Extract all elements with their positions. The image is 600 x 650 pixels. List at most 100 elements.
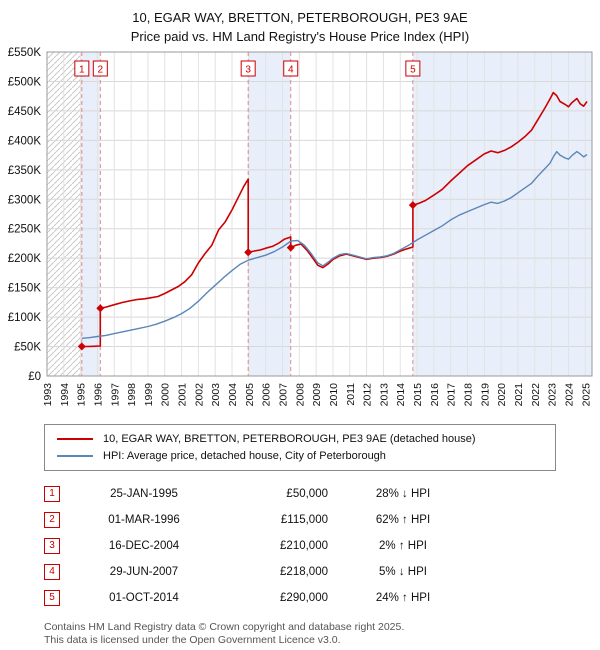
sale-price: £218,000 bbox=[280, 566, 328, 578]
y-axis-tick-label: £350K bbox=[8, 165, 42, 177]
legend-line-swatch bbox=[57, 454, 93, 457]
legend: 10, EGAR WAY, BRETTON, PETERBOROUGH, PE3… bbox=[44, 424, 556, 471]
x-axis-tick-label: 2015 bbox=[412, 383, 424, 407]
sale-date: 01-MAR-1996 bbox=[108, 514, 180, 526]
sale-table-row: 4 29-JUN-2007 £218,000 5% ↓ HPI bbox=[44, 559, 600, 585]
x-axis-tick-label: 2023 bbox=[547, 383, 559, 407]
y-axis-tick-label: £500K bbox=[8, 76, 42, 88]
sale-row-number-box: 2 bbox=[44, 512, 60, 528]
sale-row-number-box: 3 bbox=[44, 538, 60, 554]
footer-line-2: This data is licensed under the Open Gov… bbox=[44, 634, 341, 646]
price-history-chart: 1 2 3 4 5 £0 £50K £100K £150K £200K £250K £300K £350… bbox=[8, 47, 593, 407]
sale-number-label: 4 bbox=[288, 65, 294, 76]
y-axis-tick-label: £550K bbox=[8, 47, 42, 59]
sale-table-row: 3 16-DEC-2004 £210,000 2% ↑ HPI bbox=[44, 533, 600, 559]
no-data-hatch bbox=[47, 52, 82, 376]
sale-number-box bbox=[283, 60, 299, 77]
y-axis-tick-label: £0 bbox=[28, 371, 41, 383]
footer-line-1: Contains HM Land Registry data © Crown c… bbox=[44, 621, 405, 633]
legend-line-swatch bbox=[57, 437, 93, 440]
x-axis-tick-label: 1996 bbox=[92, 383, 104, 407]
sale-number-label: 1 bbox=[79, 65, 85, 76]
sale-row-number-box: 1 bbox=[44, 486, 60, 502]
sale-number-label: 2 bbox=[98, 65, 104, 76]
sale-number-box bbox=[92, 60, 108, 77]
x-axis-tick-label: 2010 bbox=[328, 383, 340, 407]
sale-number-box bbox=[405, 60, 421, 77]
sale-number-label: 5 bbox=[410, 65, 416, 76]
sale-point-diamond bbox=[286, 243, 295, 252]
page-title: 10, EGAR WAY, BRETTON, PETERBOROUGH, PE3… bbox=[132, 10, 468, 25]
x-axis-tick-label: 2009 bbox=[311, 383, 323, 407]
sale-number-label: 3 bbox=[245, 65, 251, 76]
x-axis-tick-label: 2020 bbox=[496, 383, 508, 407]
ownership-band bbox=[81, 52, 101, 376]
y-axis-tick-label: £200K bbox=[8, 253, 42, 265]
x-axis-tick-label: 2011 bbox=[345, 383, 357, 406]
y-axis-tick-label: £100K bbox=[8, 312, 42, 324]
x-axis-tick-label: 1999 bbox=[143, 383, 155, 407]
x-axis-tick-label: 2005 bbox=[244, 383, 256, 407]
x-axis-tick-label: 2022 bbox=[530, 383, 542, 407]
sale-point-diamond bbox=[408, 201, 417, 210]
x-axis-tick-label: 2006 bbox=[261, 383, 273, 407]
page-subtitle: Price paid vs. HM Land Registry's House … bbox=[130, 29, 470, 44]
sale-price: £115,000 bbox=[280, 514, 328, 526]
sale-table-row: 1 25-JAN-1995 £50,000 28% ↓ HPI bbox=[44, 481, 600, 507]
sale-price: £50,000 bbox=[286, 488, 328, 500]
sale-price: £290,000 bbox=[280, 592, 328, 604]
y-axis-tick-label: £150K bbox=[8, 283, 42, 295]
sale-date: 16-DEC-2004 bbox=[108, 540, 180, 552]
sale-row-number-box: 4 bbox=[44, 564, 60, 580]
sale-number-box bbox=[74, 60, 90, 77]
x-axis-tick-label: 1995 bbox=[76, 383, 88, 407]
y-axis-tick-label: £300K bbox=[8, 194, 42, 206]
x-axis-tick-label: 1998 bbox=[126, 383, 138, 407]
legend-label: HPI: Average price, detached house, City… bbox=[103, 449, 386, 462]
x-axis-tick-label: 1997 bbox=[109, 383, 121, 407]
sale-row-number-box: 5 bbox=[44, 590, 60, 606]
sale-point-diamond bbox=[77, 342, 86, 351]
ownership-band bbox=[412, 52, 592, 376]
x-axis-tick-label: 2001 bbox=[177, 383, 189, 407]
x-axis-tick-label: 2025 bbox=[580, 383, 592, 407]
x-axis-tick-label: 2016 bbox=[429, 383, 441, 407]
sale-table-row: 2 01-MAR-1996 £115,000 62% ↑ HPI bbox=[44, 507, 600, 533]
sales-table: 1 25-JAN-1995 £50,000 28% ↓ HPI 2 01-MAR-1996… bbox=[44, 481, 600, 611]
sale-date: 25-JAN-1995 bbox=[110, 488, 178, 500]
x-axis-tick-label: 2021 bbox=[513, 383, 525, 407]
x-axis-tick-label: 2008 bbox=[294, 383, 306, 407]
sale-hpi-delta: 5% ↓ HPI bbox=[379, 566, 427, 578]
sale-number-box bbox=[240, 60, 256, 77]
sale-hpi-delta: 28% ↓ HPI bbox=[375, 488, 431, 500]
sale-point-diamond bbox=[244, 248, 253, 257]
sale-date: 01-OCT-2014 bbox=[109, 592, 179, 604]
x-axis-tick-label: 2019 bbox=[479, 383, 491, 407]
sale-hpi-delta: 2% ↑ HPI bbox=[379, 540, 427, 552]
sale-date: 29-JUN-2007 bbox=[109, 566, 179, 578]
x-axis-tick-label: 2003 bbox=[210, 383, 222, 407]
x-axis-tick-label: 2000 bbox=[160, 383, 172, 407]
y-axis-tick-label: £450K bbox=[8, 106, 42, 118]
x-axis-tick-label: 2007 bbox=[277, 383, 289, 407]
x-axis-tick-label: 2018 bbox=[463, 383, 475, 407]
x-axis-tick-label: 2012 bbox=[362, 383, 374, 407]
x-axis-tick-label: 2024 bbox=[563, 383, 575, 407]
legend-item: HPI: Average price, detached house, City… bbox=[57, 447, 549, 464]
legend-item: 10, EGAR WAY, BRETTON, PETERBOROUGH, PE3… bbox=[57, 430, 549, 447]
sale-price: £210,000 bbox=[280, 540, 328, 552]
x-axis-tick-label: 2004 bbox=[227, 383, 239, 407]
sale-table-row: 5 01-OCT-2014 £290,000 24% ↑ HPI bbox=[44, 585, 600, 611]
x-axis-tick-label: 2017 bbox=[446, 383, 458, 407]
x-axis-tick-label: 2002 bbox=[193, 383, 205, 407]
x-axis-tick-label: 2013 bbox=[378, 383, 390, 407]
x-axis-tick-label: 2014 bbox=[395, 383, 407, 407]
ownership-band bbox=[248, 52, 291, 376]
footer: Contains HM Land Registry data © Crown c… bbox=[44, 621, 600, 647]
y-axis-tick-label: £400K bbox=[8, 135, 42, 147]
x-axis-tick-label: 1994 bbox=[59, 383, 71, 407]
plot-border bbox=[46, 51, 593, 377]
sale-hpi-delta: 24% ↑ HPI bbox=[375, 592, 431, 604]
hpi-line bbox=[81, 150, 588, 339]
price-paid-line bbox=[81, 91, 588, 348]
